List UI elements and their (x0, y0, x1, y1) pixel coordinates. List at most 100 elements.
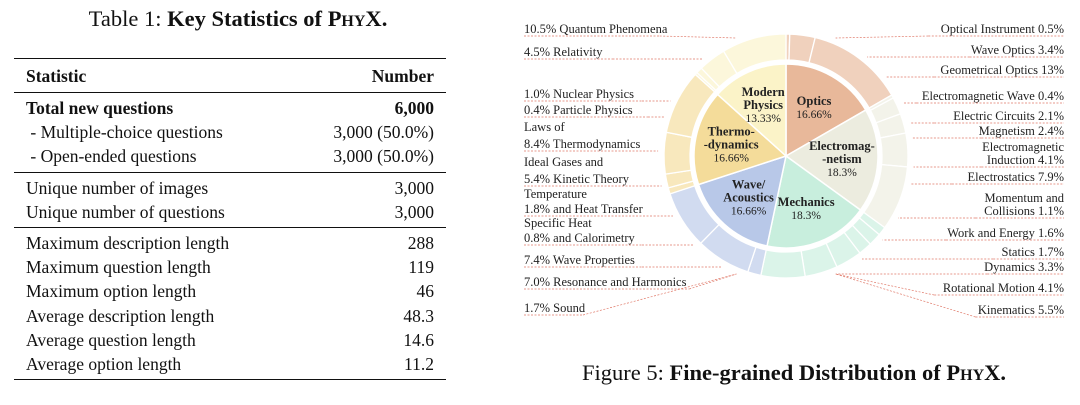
table-row: Average option length 11.2 (14, 352, 446, 376)
row-statistic: Average question length (26, 329, 196, 350)
outer-label: Electric Circuits 2.1% (953, 109, 1064, 123)
row-number: 46 (416, 281, 435, 302)
inner-slice (697, 154, 788, 247)
row-statistic: Average description length (26, 305, 215, 326)
row-number: 48.3 (403, 305, 434, 326)
outer-label: 0.8% and Calorimetry (524, 231, 635, 245)
outer-label: Magnetism 2.4% (979, 124, 1064, 138)
leader-line (835, 35, 929, 39)
leader-line (659, 35, 737, 39)
table-row: Unique number of images 3,000 (14, 176, 446, 200)
outer-label: 10.5% Quantum Phenomena (524, 22, 668, 36)
table-row: Total new questions 6,000 (14, 96, 446, 120)
outer-label: Collisions 1.1% (984, 204, 1064, 218)
table-group-rule (14, 171, 446, 173)
table-bottom-rule (14, 379, 446, 381)
row-statistic: Maximum description length (26, 233, 230, 254)
inner-label: 18.3% (827, 167, 857, 179)
inner-label: Thermo- (708, 124, 755, 138)
outer-label: Wave Optics 3.4% (971, 43, 1064, 57)
row-number: 3,000 (394, 177, 434, 198)
table-row: - Multiple-choice questions 3,000 (50.0%) (14, 120, 446, 144)
table-row: Unique number of questions 3,000 (14, 200, 446, 224)
outer-label: 8.4% Thermodynamics (524, 137, 641, 151)
table-top-rule (14, 58, 446, 59)
row-number: 6,000 (394, 98, 434, 118)
outer-label: Rotational Motion 4.1% (943, 281, 1064, 295)
table-caption-dot: . (381, 6, 388, 31)
row-number: 3,000 (50.0%) (333, 146, 434, 167)
inner-slice (766, 154, 862, 249)
row-number: 119 (408, 257, 434, 278)
inner-label: -dynamics (704, 137, 759, 151)
inner-label: 16.66% (731, 206, 767, 218)
table-row: Average description length 48.3 (14, 304, 446, 328)
row-number: 288 (407, 233, 434, 254)
table-group-unique: Unique number of images 3,000 Unique numbe… (14, 173, 446, 227)
inner-label: 13.33% (745, 113, 781, 125)
table-group-questions: Total new questions 6,000 - Multiple-choi… (14, 93, 446, 172)
outer-label: 0.4% Particle Physics (524, 103, 633, 117)
figure-caption: Figure 5: Fine-grained Distribution of P… (516, 360, 1072, 386)
figure-caption-prefix: Figure 5: (581, 360, 664, 385)
outer-label: Ideal Gases and (524, 155, 604, 169)
row-statistic: Total new questions (26, 98, 174, 118)
figure-caption-bold: Fine-grained Distribution of (669, 360, 941, 385)
leader-line (582, 273, 737, 316)
inner-slice (716, 63, 787, 158)
row-number: 14.6 (403, 329, 434, 350)
inner-label: 18.3% (791, 210, 821, 222)
outer-segment (722, 33, 787, 75)
table-row: Maximum option length 46 (14, 279, 446, 303)
outer-label: Electromagnetic Wave 0.4% (922, 89, 1064, 103)
inner-label: -netism (822, 152, 862, 166)
inner-label: Modern (742, 85, 785, 99)
outer-label: 5.4% Kinetic Theory (524, 172, 630, 186)
leader-line (835, 273, 935, 296)
outer-label: Specific Heat (524, 216, 592, 230)
outer-label: 1.8% and Heat Transfer (524, 202, 644, 216)
outer-label: Statics 1.7% (1002, 245, 1065, 259)
inner-label: 16.66% (796, 109, 832, 121)
row-statistic: - Multiple-choice questions (26, 122, 223, 143)
row-statistic: Average option length (26, 354, 182, 375)
outer-label: Induction 4.1% (987, 153, 1064, 167)
table-row: - Open-ended questions 3,000 (50.0%) (14, 144, 446, 168)
table-row: Average question length 14.6 (14, 328, 446, 352)
figure-caption-name: PhyX (946, 360, 1001, 385)
inner-label: Physics (743, 98, 783, 112)
inner-label: Wave/ (732, 178, 766, 192)
distribution-figure: Optics 16.66% Electromag- -netism 18.3% Mecha… (516, 18, 1076, 318)
table-caption: Table 1: Key Statistics of PhyX. (18, 6, 458, 32)
outer-label: 4.5% Relativity (524, 45, 603, 59)
outer-label: 1.7% Sound (524, 301, 586, 315)
row-statistic: Unique number of images (26, 177, 209, 198)
outer-label: 7.0% Resonance and Harmonics (524, 275, 687, 289)
table-header-rule (14, 92, 446, 93)
outer-label: Electromagnetic (982, 140, 1064, 154)
outer-label: Kinematics 5.5% (978, 303, 1064, 317)
table-caption-prefix: Table 1: (88, 6, 162, 31)
inner-slice (784, 109, 879, 212)
leader-line (689, 273, 737, 290)
inner-label: Electromag- (809, 139, 875, 153)
distribution-pie-chart: Optics16.66%Electromag--netism18.3%Mecha… (524, 22, 1065, 318)
inner-label: Mechanics (778, 195, 835, 209)
header-statistic: Statistic (26, 66, 87, 86)
row-number: 3,000 (394, 201, 434, 222)
outer-label: Optical Instrument 0.5% (941, 22, 1064, 36)
outer-label: Geometrical Optics 13% (940, 63, 1064, 77)
row-statistic: Maximum question length (26, 257, 211, 278)
table-header-row: Statistic Number (14, 59, 446, 92)
inner-label: Optics (797, 94, 832, 108)
table-group-lengths: Maximum description length 288 Maximum que… (14, 228, 446, 379)
inner-label: Acoustics (723, 191, 774, 205)
table-row: Maximum description length 288 (14, 231, 446, 255)
table-caption-bold: Key Statistics of (167, 6, 323, 31)
table-group-rule (14, 227, 446, 229)
outer-label: Dynamics 3.3% (984, 260, 1064, 274)
outer-label: Work and Energy 1.6% (947, 226, 1064, 240)
outer-label: Momentum and (984, 191, 1064, 205)
outer-label: 7.4% Wave Properties (524, 253, 635, 267)
row-statistic: Unique number of questions (26, 201, 225, 222)
